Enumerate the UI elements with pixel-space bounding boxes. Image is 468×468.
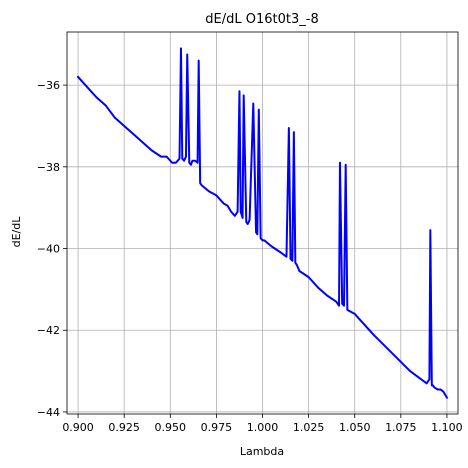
y-tick-label: −44 [37, 406, 60, 419]
x-tick-label: 0.900 [62, 421, 94, 434]
x-tick-label: 0.975 [201, 421, 233, 434]
y-tick-label: −38 [37, 161, 60, 174]
y-tick-label: −36 [37, 79, 60, 92]
x-tick-label: 1.025 [293, 421, 325, 434]
x-tick-label: 1.000 [247, 421, 279, 434]
x-tick-label: 0.925 [108, 421, 140, 434]
x-tick-label: 1.075 [385, 421, 417, 434]
y-axis-ticks: −44 −42 −40 −38 −36 [37, 79, 67, 419]
x-tick-label: 1.100 [431, 421, 463, 434]
x-axis-ticks: 0.900 0.925 0.950 0.975 1.000 1.025 1.050 1.075… [62, 414, 463, 434]
grid [67, 32, 458, 414]
y-tick-label: −42 [37, 324, 60, 337]
x-axis-title: Lambda [240, 445, 284, 458]
y-axis-title: dE/dL [10, 216, 23, 248]
series-line [76, 47, 449, 400]
chart-title: dE/dL O16t0t3_-8 [205, 12, 318, 27]
y-tick-label: −40 [37, 243, 60, 256]
series-group [76, 47, 449, 400]
x-tick-label: 0.950 [155, 421, 187, 434]
x-tick-label: 1.050 [339, 421, 371, 434]
